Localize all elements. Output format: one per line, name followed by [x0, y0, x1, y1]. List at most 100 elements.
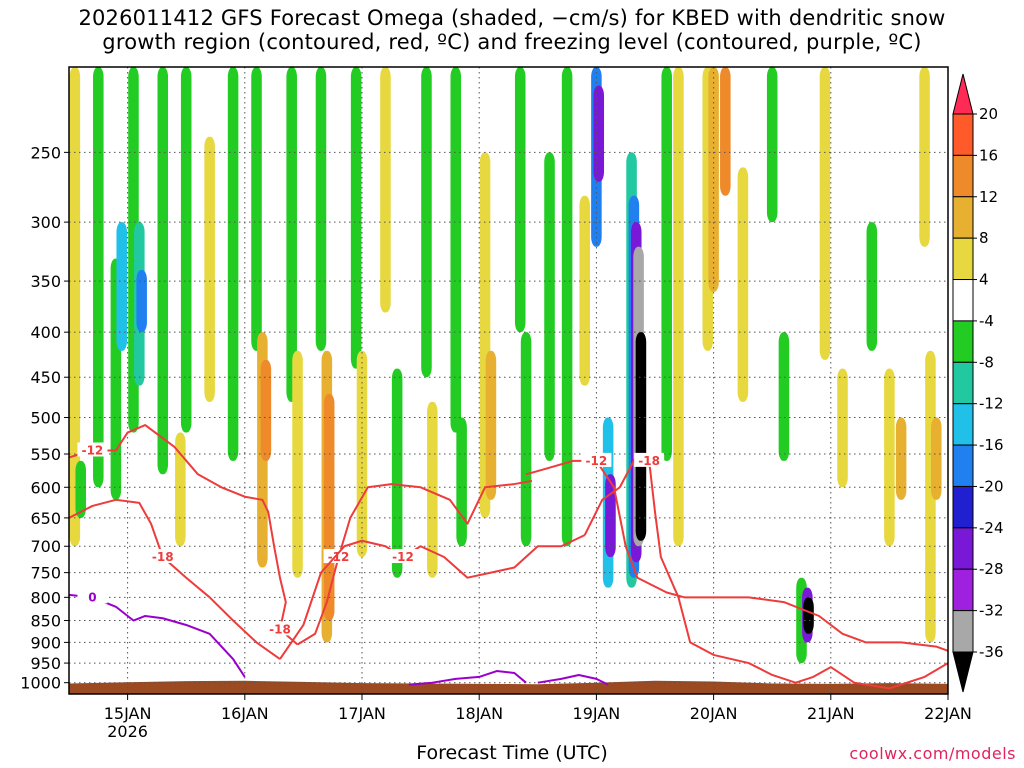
- omega-cell: [421, 67, 432, 378]
- omega-cell: [819, 67, 831, 360]
- colorbar-swatch: [952, 403, 974, 446]
- omega-cell: [286, 67, 297, 402]
- omega-cell: [561, 67, 573, 547]
- colorbar-label: 8: [979, 229, 989, 247]
- x-tick-label: 15JAN: [104, 704, 152, 723]
- x-tick-sublabel: 2026: [107, 722, 148, 741]
- omega-cell: [673, 67, 684, 547]
- freezing-contour-label: 0: [88, 590, 96, 604]
- omega-cell: [520, 332, 532, 547]
- omega-cell: [350, 67, 362, 369]
- dendritic-contour-label-bg: [388, 549, 419, 564]
- y-tick-label: 900: [30, 633, 61, 652]
- dendritic-contour-label: -12: [586, 454, 608, 468]
- omega-cell: [157, 67, 169, 475]
- dendritic-contour-label: -12: [328, 550, 350, 564]
- freezing-contour: [408, 670, 527, 686]
- chart-title-line2: growth region (contoured, red, ºC) and f…: [102, 30, 922, 54]
- colorbar-label: 4: [979, 271, 989, 289]
- colorbar-label: -20: [979, 477, 1004, 495]
- y-tick-label: 950: [30, 654, 61, 673]
- omega-cell: [93, 67, 104, 488]
- colorbar-swatch: [952, 568, 974, 612]
- credit-link[interactable]: coolwx.com/models: [849, 744, 1016, 763]
- omega-cell: [427, 401, 438, 578]
- colorbar-label: -8: [979, 353, 994, 371]
- dendritic-contour: [297, 479, 533, 646]
- dendritic-contour-label-bg: [77, 442, 108, 457]
- x-tick-label: 16JAN: [221, 704, 269, 723]
- colorbar-swatch: [952, 444, 974, 487]
- omega-cell: [356, 350, 368, 558]
- omega-cell: [514, 67, 526, 333]
- omega-cell: [456, 417, 467, 547]
- omega-cell: [708, 67, 719, 292]
- x-tick-label: 18JAN: [455, 704, 503, 723]
- x-axis-title: Forecast Time (UTC): [416, 742, 608, 764]
- dendritic-contour-label-bg: [581, 452, 612, 467]
- omega-cell: [720, 67, 731, 196]
- colorbar-label: -24: [979, 519, 1004, 537]
- y-tick-label: 250: [30, 143, 61, 162]
- y-tick-label: 300: [30, 213, 61, 232]
- omega-cell: [260, 359, 272, 461]
- dendritic-contour-label-bg: [634, 452, 665, 467]
- x-tick-label: 20JAN: [690, 704, 738, 723]
- x-tick-label: 19JAN: [573, 704, 621, 723]
- x-tick-label: 17JAN: [338, 704, 386, 723]
- dendritic-contour-label-bg: [147, 549, 178, 564]
- contour-lines: -12 -18 -12 -18 -12 -18 -12 0: [69, 424, 948, 690]
- colorbar-swatch: [952, 361, 974, 405]
- omega-cell: [579, 195, 590, 386]
- omega-cell: [323, 393, 335, 621]
- omega-cell: [803, 597, 814, 634]
- omega-cell: [635, 332, 647, 541]
- dendritic-contour-label: -18: [269, 622, 291, 636]
- omega-cell: [315, 67, 327, 351]
- colorbar-bottom-arrow: [952, 651, 974, 693]
- omega-cell: [884, 368, 895, 547]
- colorbar-swatch: [952, 113, 974, 156]
- chart-title: 2026011412 GFS Forecast Omega (shaded, −…: [0, 6, 1024, 54]
- freezing-contour: [537, 673, 609, 686]
- omega-cell: [485, 350, 497, 500]
- dendritic-contour-label: -12: [82, 443, 104, 457]
- omega-cell: [380, 67, 391, 313]
- colorbar-swatch: [952, 154, 974, 198]
- omega-cell: [69, 67, 81, 547]
- y-tick-label: 600: [30, 478, 61, 497]
- colorbar-swatch: [952, 279, 974, 322]
- colorbar-swatch: [952, 237, 974, 281]
- omega-cell: [116, 222, 128, 351]
- omega-cell: [766, 67, 778, 223]
- colorbar-swatch: [952, 610, 974, 653]
- plot-background: [69, 67, 948, 694]
- y-axis: 250 300 350 400 450 500 550 600 650 700 750 800 850 9…: [20, 143, 69, 693]
- colorbar-swatch: [952, 320, 974, 363]
- omega-cell: [931, 417, 942, 500]
- dendritic-contour-label-bg: [323, 549, 354, 564]
- dendritic-contour: [279, 534, 586, 660]
- y-tick-label: 800: [30, 588, 61, 607]
- omega-cell: [895, 417, 907, 500]
- colorbar-label: 16: [979, 146, 998, 164]
- dendritic-contour-label: -18: [638, 454, 660, 468]
- omega-cell: [251, 67, 262, 351]
- omega-cell: [593, 85, 605, 182]
- omega-cell: [837, 368, 848, 488]
- colorbar-top-arrow: [952, 73, 974, 115]
- omega-cell: [778, 332, 790, 461]
- y-tick-label: 350: [30, 272, 61, 291]
- y-tick-label: 500: [30, 409, 61, 428]
- colorbar-label: 12: [979, 188, 998, 206]
- omega-cell: [180, 67, 192, 433]
- y-tick-label: 650: [30, 509, 61, 528]
- colorbar: 20 16 12 8 4 -4 -8 -12 -16 -20 -24 -28 -32 -36: [952, 73, 1004, 693]
- colorbar-label: -28: [979, 560, 1004, 578]
- y-tick-label: 400: [30, 323, 61, 342]
- omega-cell: [227, 67, 239, 461]
- terrain-fill: [69, 680, 948, 694]
- colorbar-swatch: [952, 196, 974, 239]
